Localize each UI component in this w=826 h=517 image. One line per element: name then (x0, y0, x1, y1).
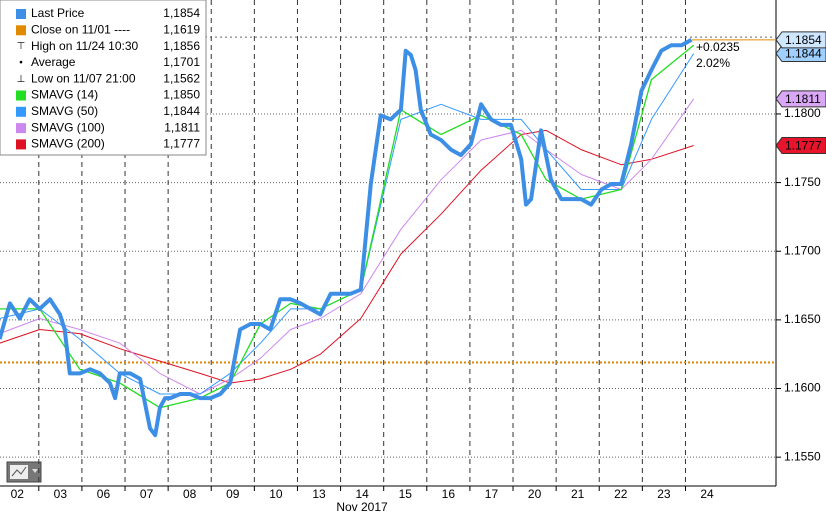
legend-swatch (16, 9, 26, 19)
legend-value: 1,1854 (163, 6, 200, 20)
legend-icon: • (19, 58, 23, 69)
value-box-label: 1.1854 (785, 33, 822, 47)
legend-swatch (16, 123, 26, 134)
series-line (0, 129, 694, 384)
legend-swatch (16, 90, 26, 101)
x-tick-label: 06 (97, 487, 111, 501)
x-tick-label: 07 (140, 487, 154, 501)
legend-swatch (16, 25, 26, 36)
legend-value: 1,1777 (163, 137, 200, 151)
y-tick-label: 1.1650 (784, 312, 821, 326)
x-tick-label: 17 (485, 487, 499, 501)
y-tick-label: 1.1800 (784, 106, 821, 120)
legend-box (0, 0, 207, 156)
legend-icon: ⊥ (17, 74, 26, 85)
legend-value: 1,1811 (164, 120, 200, 134)
legend-value: 1,1701 (163, 55, 200, 69)
series-line (0, 44, 695, 409)
legend-label: Average (31, 55, 76, 69)
x-tick-label: 24 (700, 487, 714, 501)
legend: Last Price 1,1854 Close on 11/01 ---- 1,161… (0, 0, 207, 156)
legend-value: 1,1619 (163, 22, 200, 36)
legend-label: SMAVG (50) (31, 104, 98, 118)
y-tick-label: 1.1700 (784, 243, 821, 257)
x-tick-label: 23 (657, 487, 671, 501)
x-tick-label: 20 (528, 487, 542, 501)
legend-label: SMAVG (100) (31, 120, 105, 134)
series-line (0, 98, 695, 395)
y-tick-label: 1.1750 (784, 175, 821, 189)
legend-value: 1,1856 (163, 39, 200, 53)
tool-icon[interactable] (6, 461, 42, 483)
legend-label: Low on 11/07 21:00 (31, 71, 136, 85)
legend-value: 1,1850 (163, 88, 200, 102)
x-tick-label: 15 (399, 487, 413, 501)
y-tick-label: 1.1550 (784, 449, 821, 463)
change-annotation: +0.0235 (696, 40, 740, 54)
x-tick-label: 16 (442, 487, 456, 501)
value-box (775, 31, 826, 49)
x-tick-label: 03 (54, 487, 68, 501)
legend-icon: ⊤ (17, 41, 26, 52)
legend-swatch (16, 106, 26, 117)
change-percent: 2.02% (696, 56, 730, 70)
value-box-label: 1.1777 (785, 139, 822, 153)
x-axis-label: Nov 2017 (336, 500, 388, 514)
legend-swatch (16, 139, 26, 150)
legend-label: High on 11/24 10:30 (31, 39, 139, 53)
x-tick-label: 02 (11, 487, 25, 501)
x-tick-label: 09 (226, 487, 240, 501)
value-box-label: 1.1811 (785, 92, 821, 106)
x-tick-label: 08 (183, 487, 197, 501)
x-tick-label: 13 (312, 487, 326, 501)
y-tick-label: 1.1600 (784, 381, 821, 395)
x-tick-label: 10 (269, 487, 283, 501)
value-box (775, 137, 826, 155)
legend-label: Last Price (31, 6, 85, 20)
legend-value: 1,1562 (163, 71, 200, 85)
legend-label: SMAVG (200) (31, 137, 105, 151)
x-tick-label: 14 (355, 487, 369, 501)
tool-glyph-line (11, 466, 27, 477)
legend-label: Close on 11/01 ---- (31, 22, 130, 36)
value-box (775, 90, 826, 108)
value-box-label: 1.1844 (785, 47, 822, 61)
x-tick-label: 21 (571, 487, 585, 501)
tool-arrow (32, 469, 38, 473)
legend-value: 1,1844 (163, 104, 200, 118)
x-tick-label: 22 (614, 487, 628, 501)
legend-label: SMAVG (14) (31, 88, 98, 102)
series-line (0, 38, 693, 438)
